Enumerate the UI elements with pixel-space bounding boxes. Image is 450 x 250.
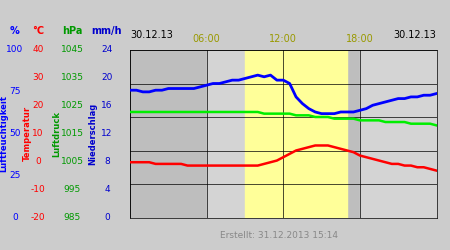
Text: 1045: 1045	[61, 46, 83, 54]
Text: 16: 16	[101, 101, 113, 110]
Text: 4: 4	[104, 185, 110, 194]
Bar	[245, 50, 347, 217]
Text: 75: 75	[9, 87, 21, 96]
Text: 12: 12	[101, 129, 112, 138]
Text: 0: 0	[35, 157, 41, 166]
Text: Erstellt: 31.12.2013 15:14: Erstellt: 31.12.2013 15:14	[220, 230, 338, 239]
Text: mm/h: mm/h	[92, 26, 122, 36]
Text: 995: 995	[63, 185, 81, 194]
Text: -20: -20	[31, 213, 45, 222]
Text: 20: 20	[32, 101, 44, 110]
Bar	[207, 50, 284, 217]
Text: 10: 10	[32, 129, 44, 138]
Text: Niederschlag: Niederschlag	[89, 102, 98, 165]
Text: 8: 8	[104, 157, 110, 166]
Text: 985: 985	[63, 213, 81, 222]
Text: 40: 40	[32, 46, 44, 54]
Text: -10: -10	[31, 185, 45, 194]
Text: 30.12.13: 30.12.13	[130, 30, 173, 40]
Bar	[360, 50, 436, 217]
Text: Temperatur: Temperatur	[22, 106, 32, 161]
Text: 30.12.13: 30.12.13	[394, 30, 436, 40]
Text: 25: 25	[9, 171, 21, 180]
Text: 50: 50	[9, 129, 21, 138]
Text: 1005: 1005	[60, 157, 84, 166]
Text: 1015: 1015	[60, 129, 84, 138]
Text: 0: 0	[12, 213, 18, 222]
Text: 100: 100	[6, 46, 23, 54]
Text: 20: 20	[101, 74, 112, 82]
Text: %: %	[10, 26, 20, 36]
Text: Luftfeuchtigkeit: Luftfeuchtigkeit	[0, 95, 9, 172]
Text: 0: 0	[104, 213, 110, 222]
Text: Luftdruck: Luftdruck	[53, 111, 62, 157]
Text: hPa: hPa	[62, 26, 82, 36]
Bar	[284, 50, 360, 217]
Text: 30: 30	[32, 74, 44, 82]
Bar	[130, 50, 207, 217]
Text: °C: °C	[32, 26, 44, 36]
Text: 1025: 1025	[61, 101, 83, 110]
Text: 24: 24	[101, 46, 112, 54]
Text: 1035: 1035	[60, 74, 84, 82]
